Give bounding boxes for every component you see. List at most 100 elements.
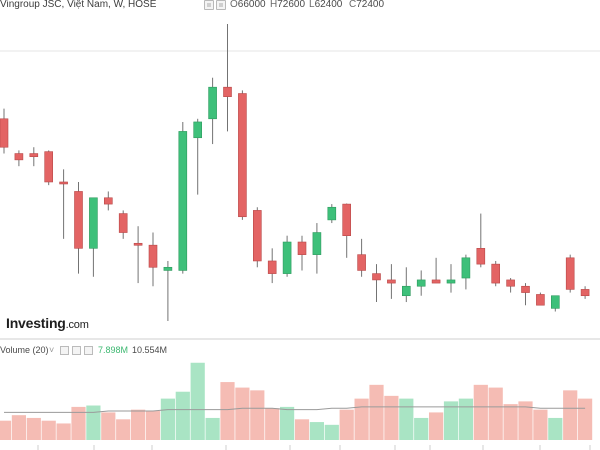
candle [357,238,366,277]
candle-body [461,257,471,279]
candle-body [163,266,173,271]
ohlc-open: O66000 [230,0,266,10]
candle [0,108,9,154]
volume-bar [71,406,86,440]
volume-bar [294,419,310,440]
volume-bar [131,409,146,440]
compare-button[interactable] [204,0,214,10]
candle-body [565,257,575,290]
volume-bar [309,422,324,440]
candle-body [282,241,292,274]
candle [297,235,307,271]
candle [401,267,411,303]
volume-bar [399,398,414,440]
candle [416,270,426,296]
volume-bar [488,387,503,440]
volume-bar [473,384,488,440]
candle-body [357,254,366,271]
candle-body [312,232,322,255]
candle-body [208,86,217,120]
candle-body [104,197,113,205]
candle [506,278,515,293]
candle-body [238,93,247,218]
candle [89,197,98,277]
ohlc-close: C72400 [349,0,385,10]
volume-bar [369,384,384,440]
volume-bar [101,412,116,440]
candle [476,213,486,268]
candle-body [29,153,39,158]
candle [208,77,217,145]
candle [327,204,337,224]
candle-body [416,279,426,287]
candle [133,226,143,284]
candle [461,254,471,290]
volume-bar [443,401,459,440]
candle-body [14,153,24,161]
volume-bar [160,398,175,440]
volume-bar [533,409,548,440]
candle [238,90,247,220]
candle [193,118,202,195]
volume-bar [563,390,578,440]
volume-ma-line [4,406,586,413]
candle-body [193,121,202,139]
volume-bar [518,401,533,440]
candle [446,264,456,293]
candle-body [148,244,158,268]
candle [267,248,277,284]
volume-bar [205,417,220,440]
volume-value: 7.898M [98,345,129,355]
candle [342,203,352,258]
volume-bar [190,362,205,440]
volume-bar [280,406,295,440]
candle-body [253,210,262,262]
ohlc-high: H72600 [270,0,306,10]
candle [491,260,501,287]
volume-bar [578,398,593,440]
candle-body [223,86,232,97]
volume-bar [220,382,235,440]
candle-body [178,131,188,271]
candle-body [387,279,396,284]
candle-body [327,206,337,221]
volume-bar [235,387,250,440]
candle [59,169,68,239]
volume-bar [339,409,354,440]
candle [580,286,590,299]
candle-body [580,289,590,297]
ohlc-low: L62400 [309,0,343,10]
candle [431,257,441,284]
candle [118,210,128,239]
candle [163,260,173,321]
volume-ma-value: 10.554M [132,345,168,355]
candle [44,150,54,186]
volume-bar [458,398,473,440]
candle [372,264,381,303]
candle-body [372,273,381,281]
visibility-toggle[interactable] [60,346,69,355]
settings-square-button[interactable] [216,0,226,10]
chart-header: Vingroup JSC, Việt Nam, W, HOSE O66000 H… [0,0,600,12]
chevron-down-icon[interactable]: ˅ [49,345,55,355]
volume-bar [429,412,444,440]
close-toggle[interactable] [84,346,93,355]
candles-group [0,24,590,321]
candle [104,191,113,211]
candle-body [74,191,83,249]
volume-bar [11,415,26,440]
candle [74,181,83,274]
volume-bar [116,419,131,440]
volume-bar [503,404,518,440]
candle-body [550,295,560,309]
candle-body [476,248,486,265]
candle [536,292,545,306]
settings-toggle[interactable] [72,346,81,355]
volume-bars-group [0,362,593,440]
candle-body [297,241,307,255]
candle-body [133,242,143,246]
candle-body [267,260,277,274]
candle-body [506,279,515,287]
candle [29,147,39,167]
